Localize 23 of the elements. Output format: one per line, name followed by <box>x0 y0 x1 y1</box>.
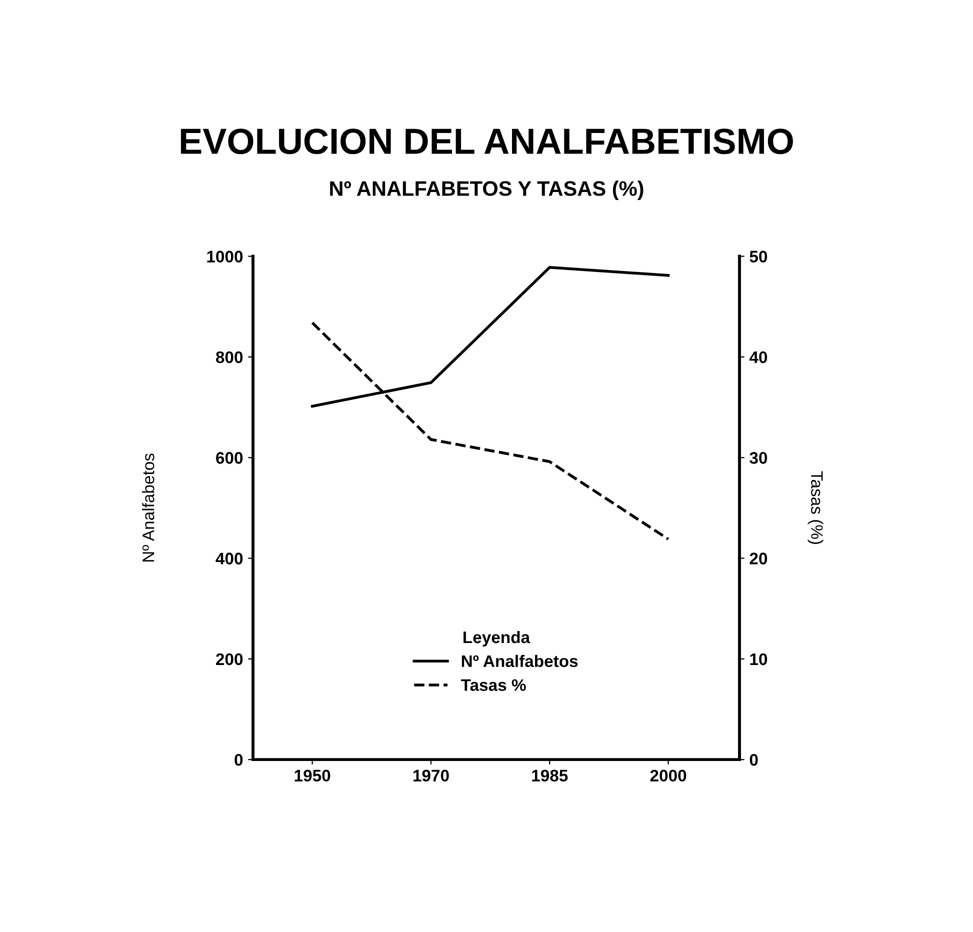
y2-axis-title: Tasas (%) <box>808 471 824 544</box>
y2-tick-label: 10 <box>750 653 768 666</box>
y-tick-label: 1000 <box>207 250 243 263</box>
y-tick-label: 200 <box>216 653 243 666</box>
y2-tick-label: 0 <box>750 754 758 766</box>
y-tick-label: 600 <box>216 452 243 464</box>
chart-subtitle: Nº ANALFABETOS Y TASAS (%) <box>330 180 644 200</box>
legend-label: Tasas % <box>460 679 526 691</box>
y2-tick-label: 50 <box>750 250 768 263</box>
y2-tick-label: 30 <box>750 452 768 464</box>
legend-title: Leyenda <box>464 630 530 647</box>
x-tick-label: 1970 <box>413 770 449 782</box>
x-tick-label: 1950 <box>294 770 330 782</box>
x-tick-label: 2000 <box>650 770 686 782</box>
y-tick-label: 0 <box>234 754 243 766</box>
x-tick-label: 1985 <box>532 770 568 782</box>
y-tick-label: 800 <box>216 351 243 364</box>
chart-title: EVOLUCION DEL ANALFABETISMO <box>180 128 793 154</box>
y2-tick-label: 40 <box>749 351 768 364</box>
y2-tick-label: 20 <box>750 552 768 564</box>
y-axis-title: Nº Analfabetos <box>142 454 154 562</box>
legend-label: Nº Analfabetos <box>462 654 578 668</box>
y-tick-label: 400 <box>216 552 243 564</box>
